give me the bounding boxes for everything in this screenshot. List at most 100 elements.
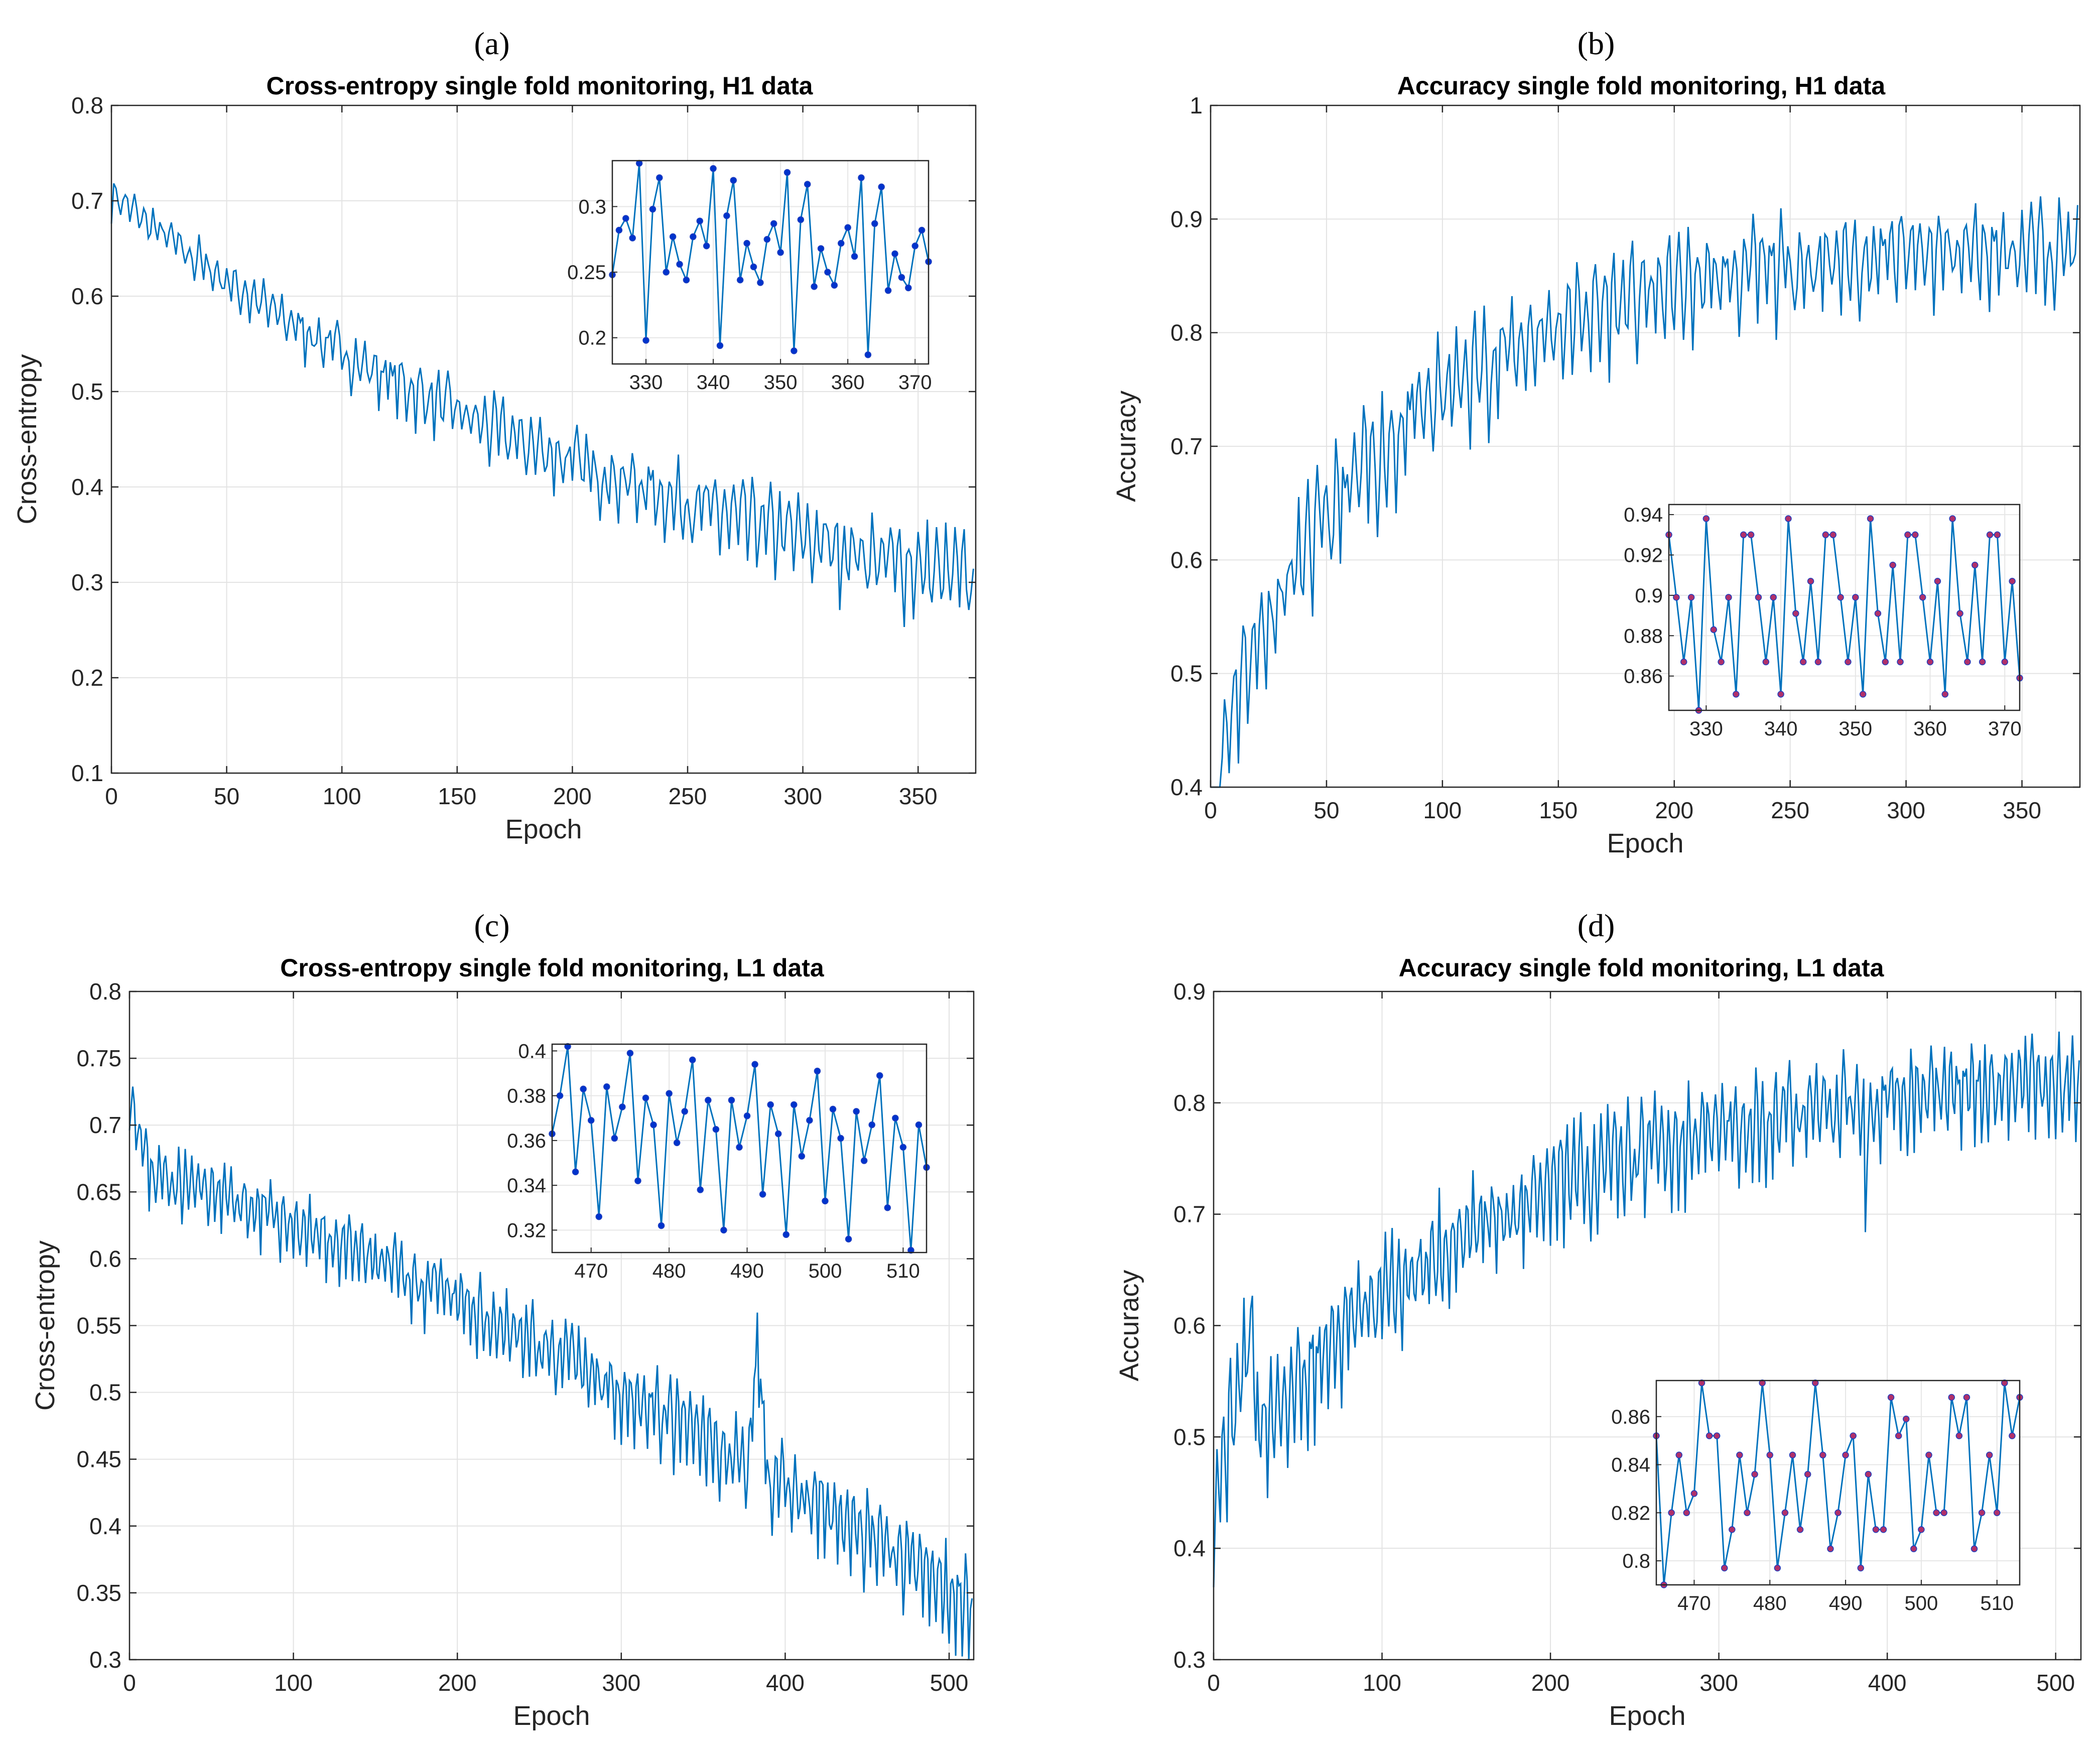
x-axis-label: Epoch	[513, 1701, 590, 1731]
inset-data-point	[697, 1186, 704, 1193]
inset-data-point	[728, 1096, 735, 1104]
inset-data-point	[1941, 691, 1949, 698]
y-tick-label: 0.5	[89, 1380, 121, 1406]
inset-data-point	[572, 1168, 579, 1176]
inset-x-tick-label: 470	[1677, 1592, 1711, 1614]
inset-data-point	[1751, 1470, 1758, 1478]
panel-letter: (c)	[474, 908, 509, 943]
y-tick-label: 0.9	[1173, 978, 1206, 1005]
inset-data-point	[1867, 515, 1874, 522]
inset-data-point	[806, 1116, 813, 1124]
inset-data-point	[1889, 561, 1896, 569]
inset-data-point	[2009, 1432, 2016, 1439]
inset-data-point	[689, 1056, 696, 1063]
inset-axes-box	[1655, 1380, 2021, 1586]
inset-data-point	[759, 1191, 766, 1198]
inset-data-point	[720, 1226, 727, 1234]
inset-data-point	[673, 1139, 681, 1147]
y-axis-label: Cross-entropy	[30, 1240, 60, 1411]
x-tick-label: 500	[2036, 1670, 2075, 1696]
chart-title: Cross-entropy single fold monitoring, H1…	[267, 72, 814, 100]
inset-data-point	[1774, 1564, 1781, 1572]
inset-data-point	[1747, 531, 1755, 539]
inset-x-tick-label: 490	[730, 1260, 764, 1282]
panel-letter: (d)	[1578, 908, 1615, 943]
y-tick-label: 0.55	[76, 1313, 121, 1339]
inset-x-tick-label: 370	[898, 371, 932, 394]
inset-data-point	[1872, 1526, 1880, 1533]
y-tick-label: 0.3	[1173, 1647, 1206, 1673]
inset-data-point	[629, 234, 636, 241]
inset-data-point	[710, 165, 717, 172]
inset-data-point	[868, 1121, 875, 1129]
x-tick-label: 250	[669, 783, 707, 809]
inset-data-point	[1949, 515, 1956, 522]
inset-data-point	[1926, 658, 1934, 666]
inset-y-tick-label: 0.86	[1624, 666, 1663, 688]
inset-chart: 330 340 350 360 370 0.2 0.25 0.3	[567, 160, 932, 394]
inset-data-point	[1986, 531, 1994, 539]
inset-data-point	[1829, 531, 1836, 539]
inset-data-point	[845, 1235, 852, 1242]
y-tick-label: 1	[1190, 92, 1203, 118]
inset-data-point	[1789, 1451, 1796, 1459]
inset-data-point	[703, 242, 710, 249]
inset-data-point	[864, 351, 872, 358]
panel-letter: (b)	[1578, 26, 1615, 61]
y-tick-label: 0.9	[1170, 206, 1203, 232]
inset-data-point	[770, 220, 777, 227]
chart-title: Accuracy single fold monitoring, L1 data	[1399, 954, 1885, 982]
inset-data-point	[1874, 610, 1882, 617]
inset-data-point	[1673, 594, 1680, 601]
inset-data-point	[915, 1121, 923, 1129]
y-tick-label: 0.7	[1173, 1201, 1206, 1227]
y-tick-label: 0.6	[89, 1245, 121, 1272]
inset-y-tick-label: 0.9	[1635, 585, 1663, 607]
inset-data-point	[669, 233, 677, 240]
inset-y-tick-label: 0.86	[1611, 1406, 1650, 1428]
axes-box	[110, 104, 977, 774]
inset-data-point	[1740, 531, 1747, 539]
inset-data-point	[751, 1061, 758, 1068]
inset-data-point	[1781, 1509, 1789, 1517]
inset-data-point	[743, 1112, 751, 1119]
inset-data-point	[1956, 610, 1963, 617]
inset-chart: 470 480 490 500 510 0.32 0.34 0.36 0.38 0.4	[507, 1040, 930, 1282]
y-tick-label: 0.7	[1170, 433, 1203, 459]
inset-x-tick-label: 360	[1913, 718, 1947, 740]
x-tick-label: 200	[553, 783, 592, 809]
inset-data-point	[1903, 1415, 1910, 1423]
inset-data-point	[1834, 1509, 1842, 1517]
inset-y-tick-label: 0.8	[1622, 1550, 1650, 1572]
x-tick-label: 250	[1771, 797, 1809, 823]
inset-data-point	[1766, 1451, 1773, 1459]
x-axis-label: Epoch	[505, 814, 582, 844]
inset-data-point	[603, 1083, 610, 1090]
chart-panel-d: (d) Accuracy single fold monitoring, L1 d…	[1114, 908, 2082, 1731]
inset-y-tick-label: 0.4	[518, 1040, 546, 1062]
inset-data-point	[1852, 594, 1859, 601]
inset-data-point	[878, 183, 885, 191]
inset-data-point	[1744, 1509, 1751, 1517]
inset-data-point	[1729, 1526, 1736, 1533]
y-tick-label: 0.8	[1170, 320, 1203, 346]
y-tick-label: 0.75	[76, 1045, 121, 1071]
inset-data-point	[1986, 1451, 1993, 1459]
inset-axes-box	[1668, 504, 2021, 711]
inset-data-point	[723, 212, 730, 219]
inset-plot-area	[1669, 505, 2020, 710]
x-tick-label: 350	[899, 783, 938, 809]
inset-x-tick-label: 340	[697, 371, 730, 394]
inset-y-tick-label: 0.2	[578, 327, 606, 349]
inset-data-point	[1934, 577, 1941, 585]
inset-data-point	[1979, 658, 1986, 666]
inset-data-point	[1994, 1509, 2001, 1517]
inset-x-tick-label: 480	[652, 1260, 686, 1282]
inset-data-point	[750, 263, 757, 271]
y-tick-label: 0.8	[71, 92, 103, 118]
inset-data-point	[899, 1144, 907, 1151]
inset-data-point	[663, 269, 670, 276]
inset-plot-area	[1656, 1381, 2020, 1585]
inset-data-point	[1918, 1526, 1925, 1533]
x-tick-label: 300	[1887, 797, 1925, 823]
